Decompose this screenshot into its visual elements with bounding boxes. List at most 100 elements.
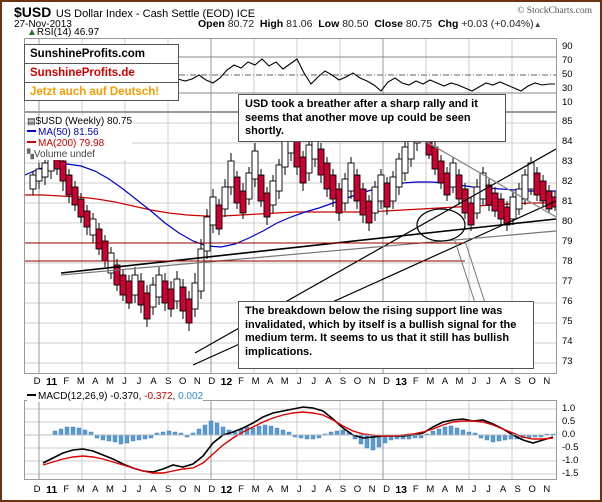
macd-legend: MACD(12,26,9) -0.370, -0.372, 0.002 bbox=[27, 391, 204, 402]
macd-plot bbox=[25, 401, 556, 479]
x-axis-tick: M bbox=[455, 376, 464, 387]
macd-ytick: -1.5 bbox=[562, 468, 579, 479]
x-axis-tick: 11 bbox=[46, 484, 58, 496]
x-axis-tick: A bbox=[441, 376, 449, 387]
volume-bars-icon: ▚ bbox=[27, 149, 34, 159]
quote-date: 27-Nov-2013 bbox=[14, 19, 72, 30]
candlestick-icon: ▤ bbox=[27, 116, 36, 126]
ticker-symbol: $USD bbox=[14, 4, 52, 20]
x-axis-tick: D bbox=[33, 484, 41, 495]
x-axis-tick: N bbox=[368, 484, 376, 495]
macd-panel bbox=[24, 400, 557, 480]
price-legend-ma50: MA(50) 81.56 bbox=[38, 127, 99, 138]
macd-legend-val2: -0.372 bbox=[144, 391, 173, 402]
x-axis-tick: S bbox=[514, 484, 521, 495]
long-term-support-line-2 bbox=[60, 230, 556, 276]
x-axis-tick: M bbox=[251, 376, 260, 387]
low-value: 80.50 bbox=[342, 18, 369, 30]
high-value: 81.06 bbox=[286, 18, 313, 30]
x-axis-tick: N bbox=[368, 376, 376, 387]
macd-signal-line bbox=[42, 411, 554, 474]
chg-label: Chg bbox=[437, 18, 459, 30]
long-term-support-line bbox=[60, 218, 556, 274]
open-label: Open bbox=[198, 18, 225, 30]
x-axis-tick: M bbox=[426, 376, 435, 387]
x-axis-tick: D bbox=[383, 484, 391, 495]
x-axis-tick: S bbox=[165, 484, 172, 495]
x-axis-tick: F bbox=[238, 376, 244, 387]
price-ytick: 78 bbox=[562, 256, 573, 267]
x-axis-tick: F bbox=[63, 376, 70, 387]
x-axis-tick: A bbox=[92, 376, 99, 387]
branding-line-deutsch: Jetzt auch auf Deutsch! bbox=[30, 86, 160, 98]
price-ytick: 84 bbox=[562, 136, 573, 147]
x-axis-tick: A bbox=[92, 484, 99, 495]
branding-line-de[interactable]: SunshineProfits.de bbox=[25, 64, 178, 83]
x-axis-tick: A bbox=[266, 376, 274, 387]
x-axis-tick: F bbox=[412, 376, 419, 387]
branding-box[interactable]: SunshineProfits.com SunshineProfits.de J… bbox=[24, 44, 179, 101]
price-ytick: 82 bbox=[562, 176, 573, 187]
rsi-ytick: 10 bbox=[562, 97, 573, 108]
price-ytick: 76 bbox=[562, 296, 573, 307]
branding-line-com[interactable]: SunshineProfits.com bbox=[25, 45, 178, 64]
price-ytick: 74 bbox=[562, 336, 573, 347]
annotation-pointer-a bbox=[454, 240, 478, 310]
x-axis-tick: J bbox=[122, 376, 127, 387]
x-axis-tick: D bbox=[208, 376, 216, 387]
x-axis-tick: O bbox=[528, 484, 536, 495]
x-axis-tick: A bbox=[325, 376, 332, 387]
ma50-color-swatch-icon bbox=[27, 130, 36, 133]
x-axis-tick: S bbox=[165, 376, 172, 387]
price-legend-volume: Volume undef bbox=[33, 149, 96, 160]
rsi-legend: ▲RSI(14) 46.97 bbox=[27, 27, 99, 38]
open-value: 80.72 bbox=[227, 18, 255, 30]
x-axis-tick: J bbox=[296, 376, 302, 387]
price-legend-ma200-row: MA(200) 79.98 bbox=[27, 138, 132, 149]
price-legend-ma200: MA(200) 79.98 bbox=[38, 138, 105, 149]
close-value: 80.75 bbox=[405, 18, 433, 30]
stockcharts-credit: © StockCharts.com bbox=[517, 6, 592, 16]
x-axis-tick: A bbox=[499, 376, 507, 387]
x-axis-tick: N bbox=[543, 484, 551, 495]
price-ytick: 83 bbox=[562, 156, 573, 167]
macd-legend-val3: 0.002 bbox=[178, 391, 204, 402]
x-axis-tick: F bbox=[238, 484, 244, 495]
rsi-icon: ▲ bbox=[27, 27, 37, 38]
x-axis-tick: J bbox=[296, 484, 302, 495]
price-legend-symbol-row: ▤$USD (Weekly) 80.75 bbox=[27, 116, 132, 127]
x-axis-tick: J bbox=[122, 484, 127, 495]
x-axis-tick: M bbox=[280, 376, 289, 387]
price-legend: ▤$USD (Weekly) 80.75 MA(50) 81.56 MA(200… bbox=[27, 116, 133, 160]
x-axis-tick: F bbox=[63, 484, 70, 495]
price-ytick: 81 bbox=[562, 196, 573, 207]
x-axis-tick: J bbox=[486, 484, 491, 495]
header-title-line: $USD US Dollar Index - Cash Settle (EOD)… bbox=[14, 4, 255, 22]
x-axis-tick: N bbox=[193, 376, 201, 387]
x-axis-tick: 13 bbox=[395, 484, 408, 496]
price-legend-ma50-row: MA(50) 81.56 bbox=[27, 127, 132, 138]
x-axis-tick: 12 bbox=[220, 484, 233, 496]
x-axis-tick: O bbox=[179, 484, 187, 495]
x-axis-tick: O bbox=[353, 376, 362, 387]
x-axis-tick: J bbox=[311, 376, 317, 387]
rsi-ytick: 90 bbox=[562, 41, 573, 52]
annotation-pointer-b bbox=[464, 240, 488, 310]
price-ytick: 75 bbox=[562, 316, 573, 327]
x-axis-tick: M bbox=[76, 376, 85, 387]
rsi-ytick: 50 bbox=[562, 69, 573, 80]
ticker-description: US Dollar Index - Cash Settle (EOD) ICE bbox=[55, 8, 256, 20]
x-axis-tick: 11 bbox=[46, 376, 58, 388]
x-axis-tick: M bbox=[426, 484, 435, 495]
ma50-line bbox=[25, 163, 556, 248]
x-axis-tick: A bbox=[266, 484, 274, 495]
x-axis-tick: A bbox=[499, 484, 507, 495]
annotation-upper: USD took a breather after a sharp rally … bbox=[238, 94, 506, 142]
price-ytick: 85 bbox=[562, 116, 573, 127]
macd-x-axis: D 11 F M A M J J A S O N D 12 F M A M J J A S O N D 13 F M A M J J A S O N bbox=[24, 483, 557, 497]
macd-ytick: 0.5 bbox=[562, 416, 576, 427]
x-axis-tick: M bbox=[105, 484, 114, 495]
x-axis-tick: M bbox=[455, 484, 464, 495]
macd-legend-name: MACD(12,26,9) bbox=[38, 391, 108, 402]
macd-horizontal-gridlines bbox=[25, 408, 556, 475]
